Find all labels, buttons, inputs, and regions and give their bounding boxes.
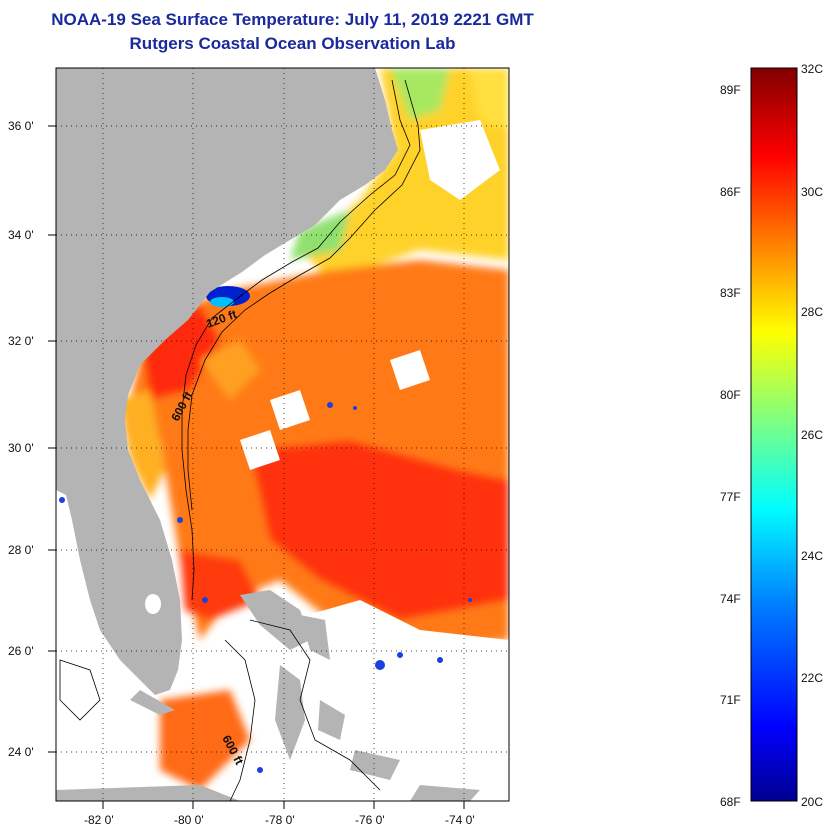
cloud-gaps xyxy=(56,120,509,801)
c-label: 32C xyxy=(801,62,823,76)
lat-label: 24 0' xyxy=(8,745,34,759)
f-label: 71F xyxy=(720,693,741,707)
land-bahamas xyxy=(56,590,480,801)
lat-label: 28 0' xyxy=(8,543,34,557)
lat-label: 30 0' xyxy=(8,441,34,455)
colorbar-celsius: 32C 30C 28C 26C 24C 22C 20C xyxy=(801,62,823,809)
lon-label: -80 0' xyxy=(174,813,204,827)
lon-label: -82 0' xyxy=(84,813,114,827)
lon-label: -76 0' xyxy=(355,813,385,827)
f-label: 80F xyxy=(720,388,741,402)
colorbar-fahrenheit: 89F 86F 83F 80F 77F 74F 71F 68F xyxy=(720,83,741,809)
c-label: 20C xyxy=(801,795,823,809)
lat-label: 36 0' xyxy=(8,119,34,133)
lon-label: -74 0' xyxy=(445,813,475,827)
f-label: 74F xyxy=(720,592,741,606)
c-label: 24C xyxy=(801,549,823,563)
map-frame xyxy=(55,67,510,802)
f-label: 86F xyxy=(720,185,741,199)
c-label: 22C xyxy=(801,671,823,685)
land-us-coast xyxy=(56,68,398,695)
lat-label: 34 0' xyxy=(8,228,34,242)
f-label: 89F xyxy=(720,83,741,97)
f-label: 77F xyxy=(720,490,741,504)
lon-label: -78 0' xyxy=(265,813,295,827)
lat-label: 26 0' xyxy=(8,644,34,658)
c-label: 26C xyxy=(801,428,823,442)
lat-label: 32 0' xyxy=(8,334,34,348)
f-label: 68F xyxy=(720,795,741,809)
isobath-contours xyxy=(59,79,421,801)
colorbar xyxy=(750,67,798,802)
f-label: 83F xyxy=(720,286,741,300)
c-label: 28C xyxy=(801,305,823,319)
c-label: 30C xyxy=(801,185,823,199)
map-subtitle: Rutgers Coastal Ocean Observation Lab xyxy=(129,34,456,53)
graticule xyxy=(56,68,509,801)
map-title: NOAA-19 Sea Surface Temperature: July 11… xyxy=(51,10,534,29)
